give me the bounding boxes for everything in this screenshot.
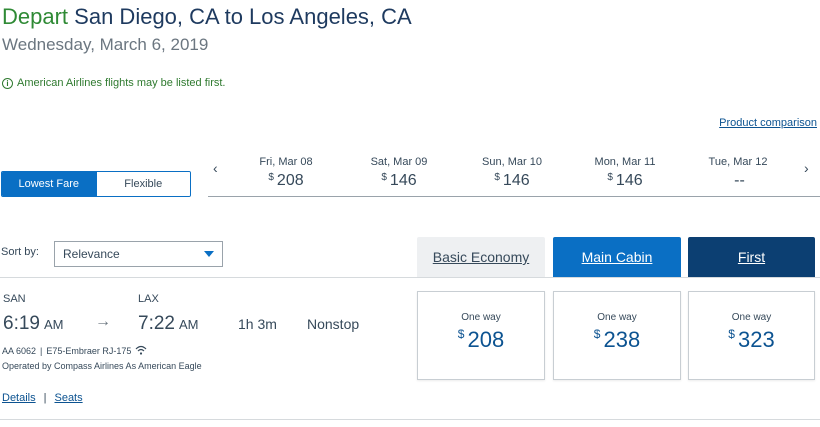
date-label: Fri, Mar 08 <box>259 156 313 168</box>
aircraft-type: E75-Embraer RJ-175 <box>46 346 132 356</box>
arrow-right-icon: → <box>95 313 111 330</box>
chevron-left-icon[interactable]: ‹ <box>213 160 218 176</box>
flight-links: Details | Seats <box>2 392 83 404</box>
depart-time: 6:19 AM <box>3 313 64 334</box>
date-price: -- <box>734 172 745 189</box>
divider <box>0 277 820 278</box>
date-cell[interactable]: Sat, Mar 09 $146 <box>351 156 447 190</box>
price-basic-economy[interactable]: One way $208 <box>417 291 545 380</box>
caret-down-icon <box>204 251 214 257</box>
wifi-icon <box>135 345 147 357</box>
date-cell[interactable]: Tue, Mar 12 -- <box>690 156 786 190</box>
date-cell[interactable]: Mon, Mar 11 $146 <box>577 156 673 190</box>
price-main-cabin[interactable]: One way $238 <box>553 291 681 380</box>
tab-basic-economy[interactable]: Basic Economy <box>417 237 545 277</box>
flight-info: AA 6062 | E75-Embraer RJ-175 <box>2 345 147 357</box>
divider <box>0 419 820 420</box>
sort-by-label: Sort by: <box>1 246 39 258</box>
chevron-right-icon[interactable]: › <box>804 160 809 176</box>
destination-code: LAX <box>138 293 159 305</box>
flight-duration: 1h 3m <box>238 316 277 332</box>
arrive-time: 7:22 AM <box>138 313 199 334</box>
date-cell[interactable]: Fri, Mar 08 $208 <box>238 156 334 190</box>
flight-stops: Nonstop <box>307 316 360 332</box>
route-text: San Diego, CA to Los Angeles, CA <box>74 4 412 29</box>
details-link[interactable]: Details <box>2 392 36 404</box>
info-separator: | <box>40 346 43 356</box>
date-label: Sun, Mar 10 <box>482 156 542 168</box>
fare-amount: $238 <box>593 327 641 352</box>
depart-word: Depart <box>2 4 69 29</box>
fare-direction: One way <box>731 312 772 323</box>
date-price: $146 <box>494 172 530 189</box>
fare-type-toggle: Lowest Fare Flexible <box>1 171 191 197</box>
tab-main-cabin[interactable]: Main Cabin <box>553 237 681 277</box>
fare-amount: $208 <box>457 327 505 352</box>
operated-by: Operated by Compass Airlines As American… <box>2 361 202 371</box>
price-first[interactable]: One way $323 <box>688 291 815 380</box>
page-title: Depart San Diego, CA to Los Angeles, CA <box>2 4 412 30</box>
travel-date: Wednesday, March 6, 2019 <box>2 35 209 54</box>
product-comparison-link[interactable]: Product comparison <box>719 117 817 129</box>
sort-value: Relevance <box>63 247 120 261</box>
sort-select[interactable]: Relevance <box>54 241 223 267</box>
tab-first[interactable]: First <box>688 237 815 277</box>
links-separator: | <box>43 392 47 404</box>
notice-text: American Airlines flights may be listed … <box>17 77 226 89</box>
fare-direction: One way <box>597 312 637 323</box>
seats-link[interactable]: Seats <box>54 392 83 404</box>
fare-amount: $323 <box>728 327 775 352</box>
flexible-button[interactable]: Flexible <box>95 172 190 196</box>
flight-number: AA 6062 <box>2 346 37 356</box>
fare-direction: One way <box>461 312 501 323</box>
date-price: $146 <box>381 172 417 189</box>
date-label: Sat, Mar 09 <box>370 156 428 168</box>
lowest-fare-button[interactable]: Lowest Fare <box>2 172 96 196</box>
info-icon: i <box>2 77 13 89</box>
notice: i American Airlines flights may be liste… <box>2 77 225 89</box>
date-price: $208 <box>268 172 304 189</box>
date-price: $146 <box>607 172 643 189</box>
date-label: Tue, Mar 12 <box>708 156 768 168</box>
date-cell[interactable]: Sun, Mar 10 $146 <box>464 156 560 190</box>
origin-code: SAN <box>3 293 26 305</box>
date-label: Mon, Mar 11 <box>594 156 656 168</box>
date-strip: ‹ Fri, Mar 08 $208 Sat, Mar 09 $146 Sun,… <box>208 148 820 197</box>
